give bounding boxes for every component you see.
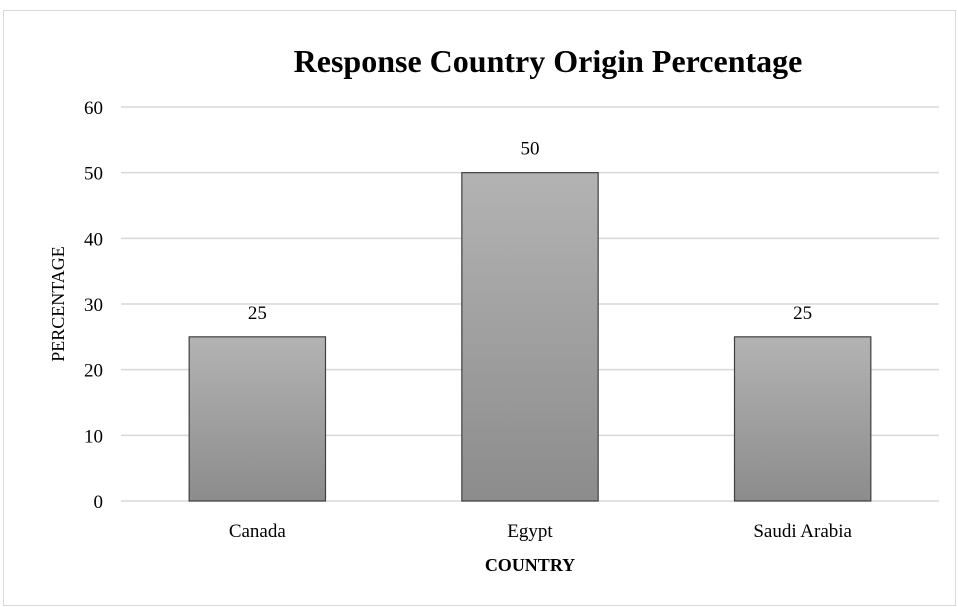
data-label: 25 <box>793 303 812 324</box>
x-axis-title: COUNTRY <box>485 555 575 575</box>
y-tick-label: 40 <box>84 229 103 250</box>
x-tick-labels: Canada Egypt Saudi Arabia <box>229 521 853 542</box>
x-tick-label: Saudi Arabia <box>753 521 852 542</box>
y-tick-label: 50 <box>84 164 103 185</box>
bars <box>188 172 872 502</box>
y-tick-label: 60 <box>84 98 103 119</box>
x-tick-label: Canada <box>229 521 287 542</box>
y-tick-labels: 0 10 20 30 40 50 60 <box>84 98 103 513</box>
chart-title: Response Country Origin Percentage <box>294 43 803 79</box>
y-tick-label: 0 <box>94 492 104 513</box>
y-tick-label: 10 <box>84 426 103 447</box>
data-label: 50 <box>521 139 540 160</box>
data-label: 25 <box>248 303 267 324</box>
y-axis-title: PERCENTAGE <box>48 246 68 362</box>
y-tick-label: 20 <box>84 361 103 382</box>
x-tick-label: Egypt <box>507 521 553 542</box>
data-labels: 25 50 25 <box>248 139 812 324</box>
y-tick-label: 30 <box>84 295 103 316</box>
bar-saudi-arabia <box>733 336 872 502</box>
bar-canada <box>188 336 327 502</box>
bar-egypt <box>461 172 599 502</box>
